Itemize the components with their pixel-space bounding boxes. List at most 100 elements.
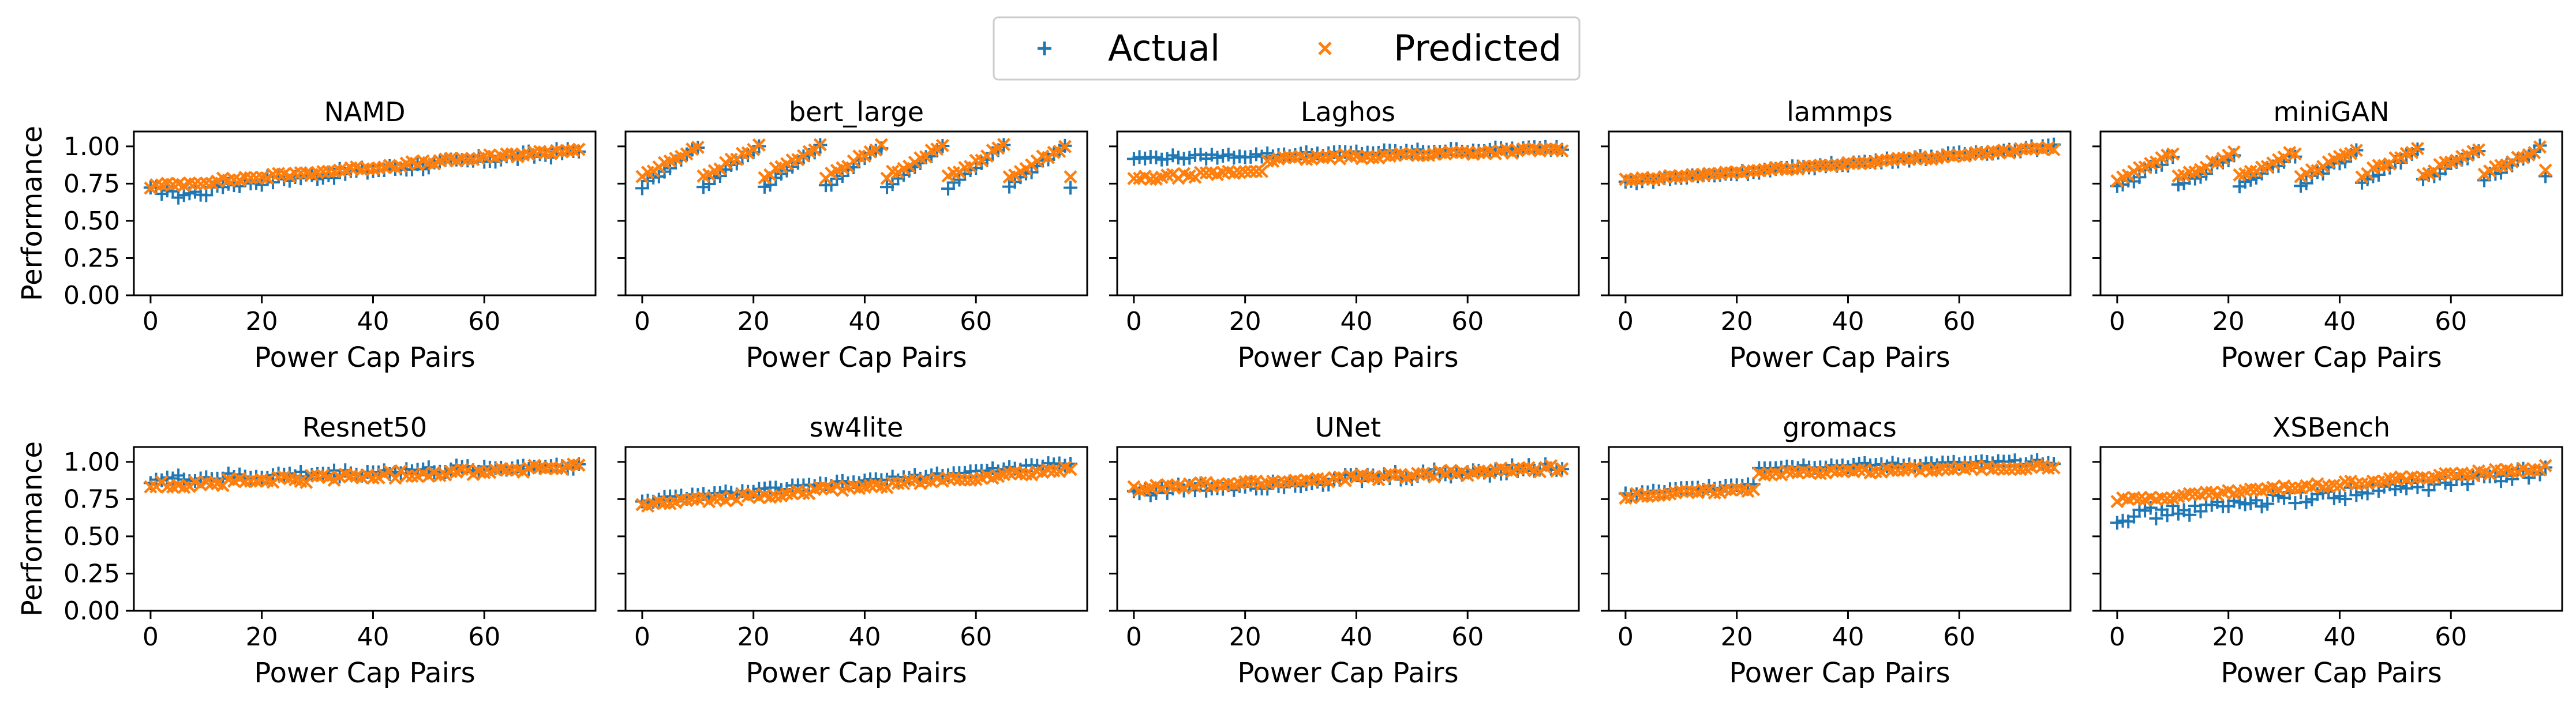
x-tick-label: 60 <box>960 307 992 336</box>
x-tick-label: 20 <box>246 622 278 652</box>
predicted-point <box>2047 142 2061 157</box>
series-actual <box>635 138 1078 196</box>
x-tick-label: 20 <box>1721 622 1753 652</box>
predicted-point <box>997 138 1011 152</box>
predicted-point <box>2161 491 2174 506</box>
points <box>1618 137 2061 190</box>
predicted-point <box>2410 471 2424 484</box>
x-tick-label: 40 <box>357 307 389 336</box>
predicted-point <box>2166 147 2180 161</box>
subplot-title: XSBench <box>2272 412 2390 443</box>
x-tick-label: 20 <box>2212 307 2245 336</box>
plot-frame <box>133 130 597 296</box>
actual-point <box>2182 508 2197 522</box>
predicted-point <box>1641 172 1655 186</box>
actual-point <box>2143 501 2158 515</box>
predicted-point <box>1472 146 1486 160</box>
series-predicted <box>1127 142 1569 186</box>
predicted-point <box>2538 163 2552 177</box>
x-tick-label: 20 <box>737 622 770 652</box>
predicted-point <box>1880 153 1894 167</box>
predicted-point <box>2438 467 2453 480</box>
x-tick-label: 60 <box>468 307 500 336</box>
predicted-point <box>160 480 174 494</box>
plot-frame <box>1608 446 2072 612</box>
legend-label-predicted: Predicted <box>1394 27 1562 69</box>
predicted-point <box>1697 483 1710 497</box>
subplot-8: gromacs 0 20 40 60 Power Cap Pairs <box>1601 412 2072 689</box>
predicted-point <box>144 480 158 494</box>
x-tick-label: 40 <box>1340 307 1372 336</box>
subplot-9: XSBench 0 20 40 60 Power Cap Pairs <box>2092 412 2563 689</box>
x-tick-label: 20 <box>1721 307 1753 336</box>
x-tick-label: 0 <box>143 307 159 336</box>
predicted-point <box>874 138 888 152</box>
predicted-point <box>1919 152 1933 166</box>
predicted-point <box>500 147 514 161</box>
plot-frame <box>1116 446 1580 612</box>
predicted-point <box>2383 472 2397 486</box>
x-tick-label: 60 <box>960 622 992 652</box>
predicted-point <box>2283 481 2297 495</box>
points <box>1126 457 1570 502</box>
x-tick-label: 60 <box>1451 307 1484 336</box>
y-tick-label: 0.50 <box>63 206 120 236</box>
actual-point <box>2260 497 2275 511</box>
subplot-1: bert_large 0 20 40 60 Power Cap Pairs <box>617 96 1088 374</box>
x-tick-label: 20 <box>1229 622 1261 652</box>
predicted-point <box>399 469 413 483</box>
legend-label-actual: Actual <box>1108 27 1220 69</box>
legend-marker-actual <box>1038 42 1051 55</box>
predicted-point <box>244 171 258 185</box>
legend-frame <box>993 16 1581 81</box>
subplot-title: lammps <box>1787 96 1893 127</box>
x-tick-label: 60 <box>468 622 500 652</box>
subplot-title: gromacs <box>1783 412 1897 443</box>
x-axis-label: Power Cap Pairs <box>254 341 475 374</box>
points <box>635 138 1078 196</box>
x-axis-label: Power Cap Pairs <box>1237 657 1458 689</box>
subplot-5: Resnet50 0 20 40 60 0.00 0.25 0.50 0.75 1.00 Power… <box>16 412 597 689</box>
subplot-title: UNet <box>1315 412 1381 443</box>
y-tick-label: 1.00 <box>63 448 120 477</box>
predicted-point <box>1344 149 1358 163</box>
predicted-point <box>1064 170 1077 184</box>
x-tick-label: 0 <box>1126 307 1142 336</box>
x-axis-label: Power Cap Pairs <box>1237 341 1458 374</box>
predicted-point <box>1747 483 1761 497</box>
plot-frame <box>2099 130 2563 296</box>
y-axis-label: Performance <box>16 441 48 617</box>
predicted-point <box>1127 171 1141 186</box>
subplot-0: NAMD 0 20 40 60 0.00 0.25 0.50 0.75 1.00 Power Cap… <box>16 96 597 374</box>
predicted-point <box>2372 159 2386 172</box>
x-tick-label: 60 <box>1943 307 1975 336</box>
x-tick-label: 0 <box>1618 307 1634 336</box>
predicted-point <box>1238 164 1252 179</box>
actual-point <box>635 181 649 196</box>
points <box>1126 140 1570 186</box>
plot-frame <box>133 446 597 612</box>
y-tick-label: 1.00 <box>63 132 120 161</box>
predicted-point <box>2227 145 2241 159</box>
predicted-point <box>2047 461 2061 475</box>
predicted-point <box>244 474 258 488</box>
predicted-point <box>1796 159 1810 173</box>
predicted-point <box>1455 145 1469 159</box>
y-tick-label: 0.50 <box>63 522 120 551</box>
predicted-point <box>891 476 905 490</box>
predicted-point <box>813 480 827 494</box>
series-predicted <box>144 457 586 494</box>
predicted-point <box>1674 484 1688 498</box>
predicted-point <box>1747 164 1761 178</box>
x-tick-label: 0 <box>1126 622 1142 652</box>
x-tick-label: 20 <box>2212 622 2245 652</box>
plot-frame <box>1116 130 1580 296</box>
actual-point <box>199 188 214 202</box>
predicted-point <box>1813 158 1827 172</box>
subplot-title: Resnet50 <box>302 412 427 443</box>
predicted-point <box>561 144 575 157</box>
predicted-point <box>2182 487 2196 501</box>
subplot-title: miniGAN <box>2273 96 2389 127</box>
series-predicted <box>635 460 1077 513</box>
y-axis-label: Performance <box>16 126 48 301</box>
